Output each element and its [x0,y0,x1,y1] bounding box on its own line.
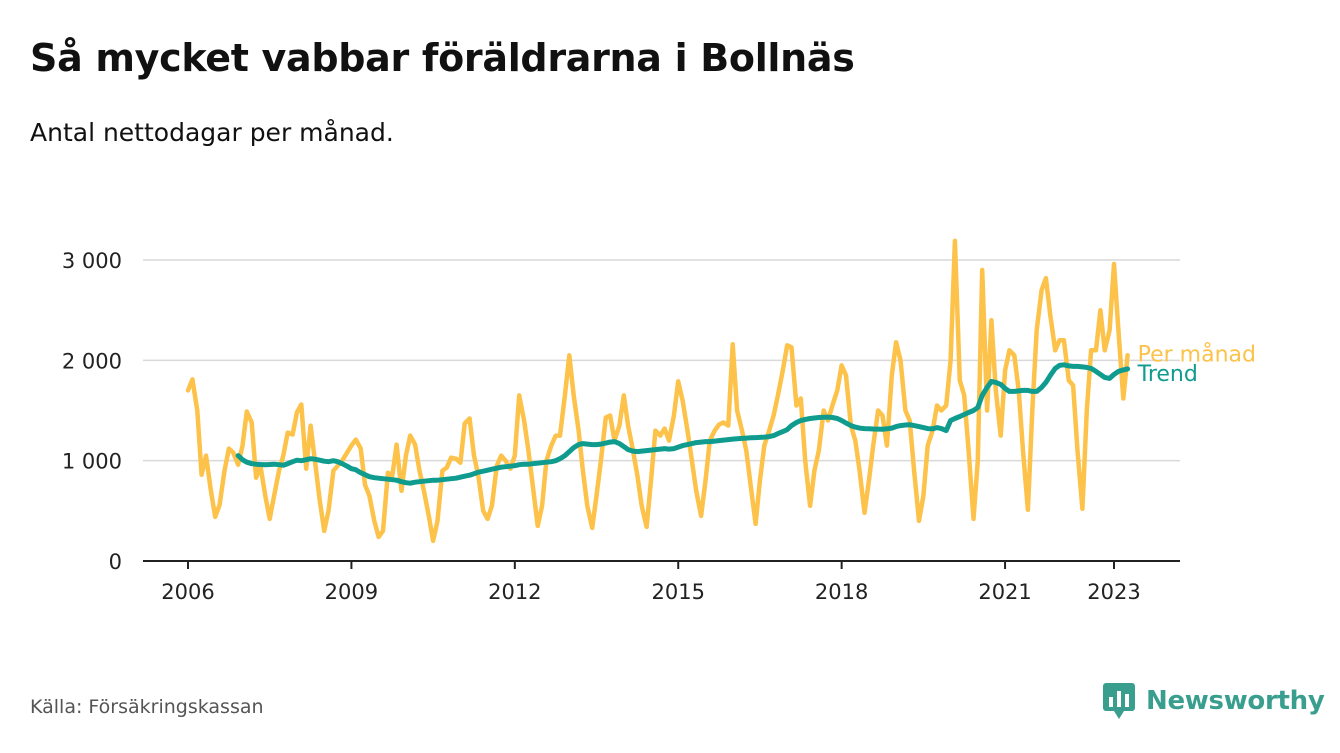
source-note: Källa: Försäkringskassan [30,696,264,718]
brand-name: Newsworthy [1146,686,1325,716]
newsworthy-logo-icon [1103,683,1135,719]
x-tick-label: 2012 [488,580,541,604]
y-tick-label: 0 [109,550,122,574]
chart-subtitle: Antal nettodagar per månad. [30,118,394,147]
brand-logo: Newsworthy [1102,682,1325,720]
y-tick-label: 1 000 [62,450,122,474]
y-tick-label: 2 000 [62,349,122,373]
x-tick-label: 2006 [161,580,214,604]
monthly-series-line [185,238,1130,544]
trend-series-line [235,362,1131,486]
x-tick-label: 2009 [325,580,378,604]
x-tick-label: 2023 [1087,580,1140,604]
x-tick-label: 2015 [652,580,705,604]
x-tick-label: 2018 [815,580,868,604]
trend-series-label: Trend [1137,362,1198,387]
monthly-series-label: Per månad [1138,341,1256,367]
series-lines [185,238,1131,544]
axes: 0 1 000 2 000 3 000 2006 2009 2012 2015 2018 2021… [62,249,1180,604]
y-tick-label: 3 000 [62,249,122,273]
x-tick-label: 2021 [978,580,1031,604]
chart-title: Så mycket vabbar föräldrarna i Bollnäs [30,36,855,80]
